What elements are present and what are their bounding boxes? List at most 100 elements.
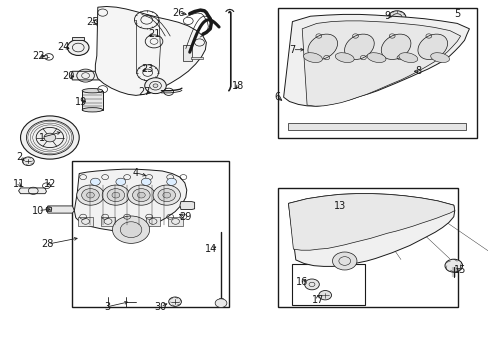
Text: 18: 18 bbox=[231, 81, 244, 91]
Text: 15: 15 bbox=[452, 265, 465, 275]
Bar bbox=[292, 40, 304, 47]
Circle shape bbox=[116, 178, 125, 185]
Bar bbox=[42, 55, 47, 58]
Text: 26: 26 bbox=[172, 8, 184, 18]
Circle shape bbox=[332, 252, 356, 270]
Circle shape bbox=[166, 178, 176, 185]
Bar bbox=[126, 70, 131, 72]
Polygon shape bbox=[288, 194, 454, 266]
Circle shape bbox=[215, 299, 226, 307]
Circle shape bbox=[112, 216, 149, 243]
Bar bbox=[183, 45, 192, 61]
Circle shape bbox=[67, 40, 89, 55]
Circle shape bbox=[144, 78, 166, 94]
Bar bbox=[277, 8, 476, 138]
Bar bbox=[292, 264, 364, 305]
Circle shape bbox=[107, 65, 127, 79]
Circle shape bbox=[120, 222, 142, 238]
Circle shape bbox=[107, 189, 124, 202]
Circle shape bbox=[102, 185, 129, 205]
Ellipse shape bbox=[344, 34, 373, 59]
Ellipse shape bbox=[335, 53, 353, 63]
Text: 24: 24 bbox=[57, 42, 70, 52]
Circle shape bbox=[158, 189, 175, 202]
Text: 7: 7 bbox=[289, 45, 295, 55]
Text: 2: 2 bbox=[17, 152, 22, 162]
Circle shape bbox=[112, 192, 120, 198]
Text: 30: 30 bbox=[154, 302, 166, 312]
Polygon shape bbox=[74, 169, 186, 231]
Text: 25: 25 bbox=[86, 17, 99, 27]
Circle shape bbox=[304, 279, 319, 290]
Polygon shape bbox=[180, 202, 194, 210]
Text: 29: 29 bbox=[179, 212, 192, 222]
Text: 9: 9 bbox=[384, 11, 389, 21]
Text: 14: 14 bbox=[204, 244, 217, 254]
Circle shape bbox=[137, 192, 145, 198]
Bar bbox=[123, 217, 138, 226]
Ellipse shape bbox=[303, 53, 322, 63]
Ellipse shape bbox=[82, 89, 102, 93]
Text: 12: 12 bbox=[44, 179, 57, 189]
Text: 21: 21 bbox=[147, 29, 160, 39]
Circle shape bbox=[132, 189, 150, 202]
Text: 3: 3 bbox=[104, 302, 110, 312]
Ellipse shape bbox=[398, 53, 417, 63]
Circle shape bbox=[153, 84, 158, 87]
Text: 1: 1 bbox=[39, 132, 44, 143]
Polygon shape bbox=[302, 21, 460, 106]
Text: 20: 20 bbox=[62, 71, 75, 81]
Polygon shape bbox=[82, 91, 102, 110]
Circle shape bbox=[22, 157, 34, 166]
Bar bbox=[410, 70, 419, 72]
Bar bbox=[190, 57, 203, 59]
Ellipse shape bbox=[430, 53, 448, 63]
Bar bbox=[72, 37, 84, 40]
Circle shape bbox=[81, 189, 99, 202]
Text: 10: 10 bbox=[32, 206, 44, 216]
Polygon shape bbox=[283, 14, 468, 106]
Polygon shape bbox=[46, 206, 74, 213]
Text: 4: 4 bbox=[133, 168, 139, 178]
Bar bbox=[72, 161, 228, 307]
Text: 11: 11 bbox=[12, 179, 25, 189]
Bar bbox=[168, 217, 183, 226]
Polygon shape bbox=[288, 194, 454, 250]
Circle shape bbox=[318, 291, 331, 300]
Polygon shape bbox=[71, 71, 103, 80]
Circle shape bbox=[444, 259, 462, 272]
Bar bbox=[101, 217, 115, 226]
Circle shape bbox=[77, 185, 104, 205]
Polygon shape bbox=[19, 188, 46, 194]
Ellipse shape bbox=[307, 34, 337, 59]
Text: 6: 6 bbox=[274, 92, 280, 102]
Circle shape bbox=[20, 116, 79, 159]
Bar bbox=[277, 188, 457, 307]
Polygon shape bbox=[95, 6, 206, 95]
Circle shape bbox=[44, 133, 56, 142]
Circle shape bbox=[163, 192, 170, 198]
Circle shape bbox=[90, 178, 100, 185]
Circle shape bbox=[141, 178, 151, 185]
Bar bbox=[78, 217, 93, 226]
Ellipse shape bbox=[417, 34, 447, 59]
Text: 8: 8 bbox=[414, 66, 420, 76]
Text: 27: 27 bbox=[138, 87, 150, 97]
Bar bbox=[46, 207, 51, 211]
Circle shape bbox=[86, 192, 94, 198]
Circle shape bbox=[127, 185, 155, 205]
Circle shape bbox=[168, 297, 181, 306]
Bar bbox=[124, 71, 132, 73]
Text: 17: 17 bbox=[311, 294, 324, 305]
Bar bbox=[145, 217, 160, 226]
Bar bbox=[287, 123, 465, 130]
Text: 19: 19 bbox=[74, 96, 87, 107]
Ellipse shape bbox=[366, 53, 385, 63]
Text: 16: 16 bbox=[295, 276, 308, 287]
Text: 5: 5 bbox=[453, 9, 459, 19]
Circle shape bbox=[387, 11, 405, 24]
Text: 23: 23 bbox=[141, 64, 154, 74]
Ellipse shape bbox=[82, 108, 102, 112]
Text: 13: 13 bbox=[333, 201, 346, 211]
Ellipse shape bbox=[381, 34, 410, 59]
